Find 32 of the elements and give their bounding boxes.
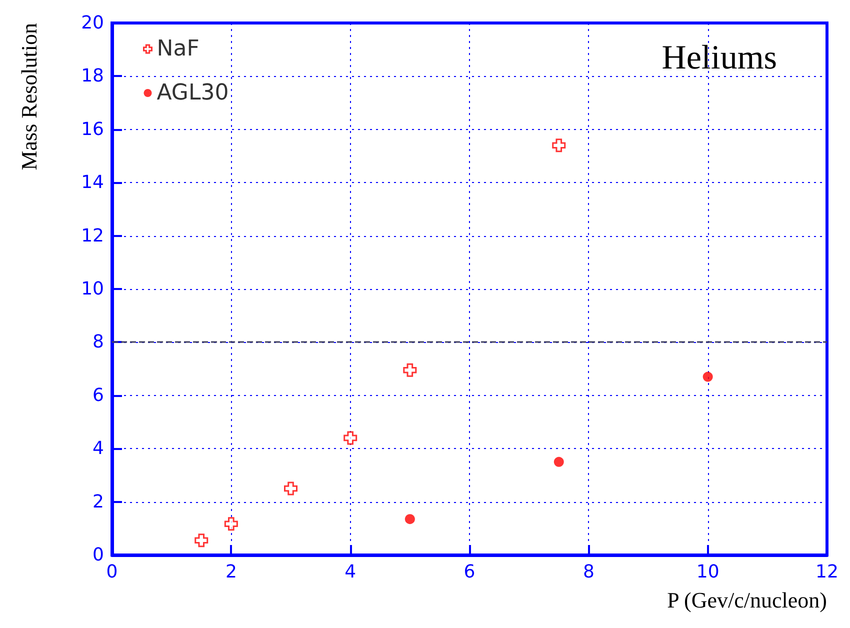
x-axis-title: P (Gev/c/nucleon): [667, 588, 827, 612]
x-tick-label: 6: [464, 562, 476, 582]
y-tick-label: 18: [81, 66, 104, 87]
x-tick-label: 12: [816, 562, 838, 582]
point: [552, 138, 566, 152]
point: [702, 372, 713, 382]
point: [194, 534, 208, 548]
x-tick-label: 4: [344, 562, 356, 582]
y-axis-title: Mass Resolution: [16, 23, 42, 170]
point: [344, 431, 358, 445]
x-tick-label: 0: [106, 562, 118, 582]
legend-label: AGL30: [156, 80, 229, 106]
point: [284, 482, 298, 496]
y-tick-label: 14: [81, 172, 104, 194]
x-tick-label: 8: [582, 562, 594, 582]
point: [404, 514, 415, 524]
y-tick-label: 12: [81, 225, 104, 246]
x-tick-label: 2: [225, 562, 237, 582]
y-tick-label: 2: [92, 491, 104, 512]
y-tick-label: 6: [92, 384, 104, 406]
point: [554, 456, 564, 467]
point: [224, 517, 238, 531]
y-tick-label: 4: [92, 438, 104, 460]
y-tick-label: 0: [92, 544, 104, 566]
y-tick-label: 8: [92, 332, 104, 353]
text: Heliums: [662, 40, 778, 76]
point: [403, 363, 417, 377]
y-tick-label: 16: [81, 118, 104, 140]
y-tick-label: 10: [81, 278, 104, 300]
y-tick-label: 20: [81, 12, 104, 34]
legend-label: NaF: [156, 36, 200, 62]
x-tick-label: 10: [696, 562, 720, 582]
